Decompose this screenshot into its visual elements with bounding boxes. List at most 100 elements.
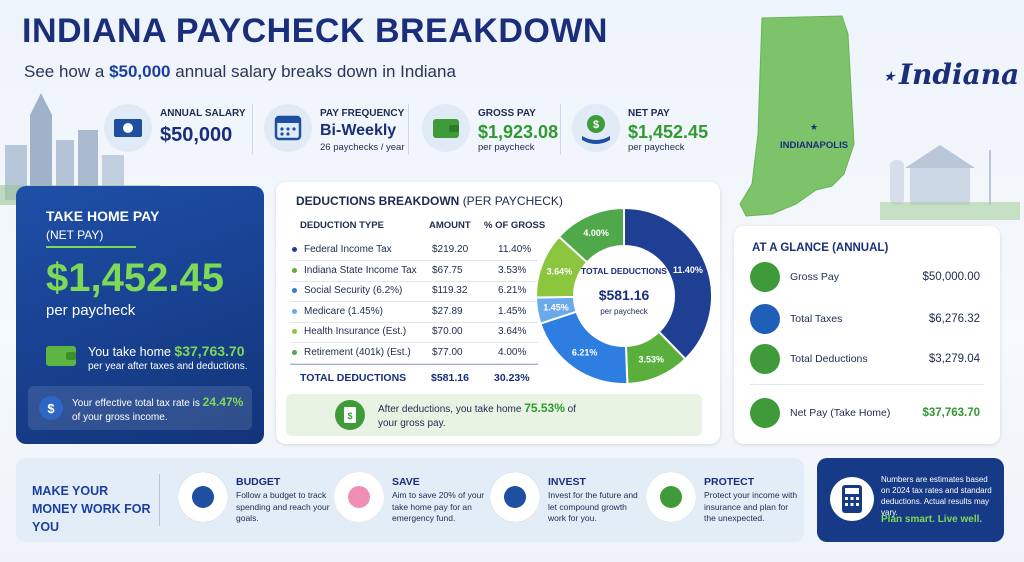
rate-text: Your effective total tax rate is 24.47% …: [72, 395, 248, 425]
rate-part: Your effective total tax rate is: [72, 398, 203, 409]
row-divider: [290, 362, 538, 364]
rate-value: 24.47%: [202, 395, 244, 409]
subtitle-text: See how a: [24, 62, 110, 81]
glance-icon: [750, 398, 780, 428]
city-label: INDIANAPOLIS: [780, 140, 848, 151]
tip-title: PROTECT: [704, 476, 755, 488]
deductions-title-text: DEDUCTIONS BREAKDOWN: [296, 194, 460, 208]
row-divider: [290, 342, 538, 343]
row-amount: $70.00: [432, 326, 463, 337]
state-name-text: Indiana: [898, 58, 1020, 91]
subtitle-highlight: $50,000: [109, 62, 171, 81]
col-header: DEDUCTION TYPE: [300, 220, 384, 231]
wallet-icon: [46, 346, 76, 366]
row-divider: [290, 260, 538, 261]
stat-label: GROSS PAY: [478, 108, 536, 119]
segment-label: 6.21%: [572, 348, 598, 358]
annual-note: per year after taxes and deductions.: [88, 361, 248, 372]
row-amount: $67.75: [432, 264, 463, 276]
stat-label: PAY FREQUENCY: [320, 108, 405, 119]
center-note: per paycheck: [600, 307, 649, 316]
row-pct: 4.00%: [498, 346, 527, 358]
row-divider: [290, 280, 538, 282]
col-header: % OF GROSS: [484, 220, 546, 231]
state-name: ★ Indiana: [884, 58, 1020, 91]
row-divider: [290, 301, 538, 302]
segment-label: 1.45%: [543, 303, 569, 313]
center-value: $581.16: [599, 287, 650, 303]
separator: [408, 104, 409, 154]
subtitle-text: annual salary breaks down in Indiana: [170, 62, 456, 81]
separator: [252, 104, 253, 154]
separator: [159, 474, 160, 526]
row-bullet: [292, 308, 297, 314]
card-subtitle: (NET PAY): [46, 228, 104, 242]
segment-label: 3.53%: [638, 354, 664, 364]
row-pct: 6.21%: [498, 285, 527, 296]
card-title: TAKE HOME PAY: [46, 208, 160, 224]
deductions-title-suffix: (PER PAYCHECK): [462, 194, 563, 208]
donut-chart: 11.40% 3.53% 6.21% 1.45% 3.64% 4.00% TOTAL DED…: [534, 206, 713, 385]
note-text: After deductions, you take home 75.53% o…: [378, 401, 598, 431]
rate-box: $ Your effective total tax rate is 24.47…: [28, 386, 252, 430]
farm: [880, 145, 1020, 220]
annual-text: You take home: [88, 345, 175, 359]
glance-value: $3,279.04: [928, 353, 980, 365]
row-bullet: [292, 349, 297, 355]
tip-icon: [334, 472, 384, 522]
stat-label: NET PAY: [628, 108, 670, 119]
donut-segment: [557, 206, 625, 264]
underline: [46, 246, 136, 248]
glance-icon: [750, 262, 780, 292]
stat-value: Bi-Weekly: [320, 122, 397, 139]
tip-icon: [490, 472, 540, 522]
svg-text:★: ★: [810, 122, 818, 132]
state-map: ★ INDIANAPOLIS: [739, 15, 855, 217]
disclaimer-card: Numbers are estimates based on 2024 tax …: [817, 458, 1004, 542]
row-name: Social Security (6.2%): [304, 285, 403, 296]
take-home-unit: per paycheck: [46, 302, 136, 319]
row-pct: 3.64%: [498, 326, 527, 337]
dollar-icon: $: [39, 396, 63, 420]
tip-icon: [178, 472, 228, 522]
tip-title: INVEST: [548, 476, 586, 488]
row-bullet: [292, 288, 297, 293]
title: INDIANA PAYCHECK BREAKDOWN: [22, 12, 608, 50]
row-amount: $119.32: [432, 285, 468, 296]
svg-text:$: $: [347, 411, 352, 421]
row-bullet: [292, 267, 297, 273]
separator: [560, 104, 561, 154]
segment-label: 4.00%: [583, 228, 609, 238]
take-home-amount: $1,452.45: [46, 256, 224, 300]
glance-label: Net Pay (Take Home): [790, 407, 891, 419]
glance-label: Total Deductions: [790, 353, 868, 365]
total-label: TOTAL DEDUCTIONS: [300, 372, 407, 384]
subtitle: See how a $50,000 annual salary breaks d…: [24, 62, 456, 82]
svg-text:$: $: [593, 119, 599, 131]
glance-divider: [750, 384, 984, 385]
row-name: Indiana State Income Tax: [304, 264, 417, 276]
stat-value: $1,452.45: [628, 122, 709, 142]
annual-amount: $37,763.70: [174, 343, 245, 359]
segment-label: 3.64%: [547, 267, 573, 277]
svg-text:$: $: [47, 401, 55, 416]
rate-part: of your gross income.: [72, 412, 168, 423]
tip-title: SAVE: [392, 476, 420, 488]
row-pct: 3.53%: [498, 264, 527, 276]
total-amount: $581.16: [431, 372, 469, 384]
tips-card: MAKE YOUR MONEY WORK FOR YOU BUDGET Follo…: [16, 458, 804, 542]
tagline: Plan smart. Live well.: [881, 514, 983, 525]
glance-icon: [750, 304, 780, 334]
take-home-card: TAKE HOME PAY (NET PAY) $1,452.45 per pa…: [16, 186, 264, 444]
tip-text: Invest for the future and let compound g…: [548, 490, 638, 523]
row-amount: $219.20: [432, 244, 469, 255]
donut-hole: [575, 247, 673, 345]
calculator-icon: [830, 477, 874, 521]
note-part: After deductions, you take home: [378, 404, 525, 415]
segment-label: 11.40%: [673, 265, 703, 275]
glance-label: Total Taxes: [790, 313, 843, 325]
stat-note: per paycheck: [628, 142, 685, 153]
stat-value: $1,923.08: [478, 122, 559, 142]
row-amount: $77.00: [432, 346, 463, 358]
